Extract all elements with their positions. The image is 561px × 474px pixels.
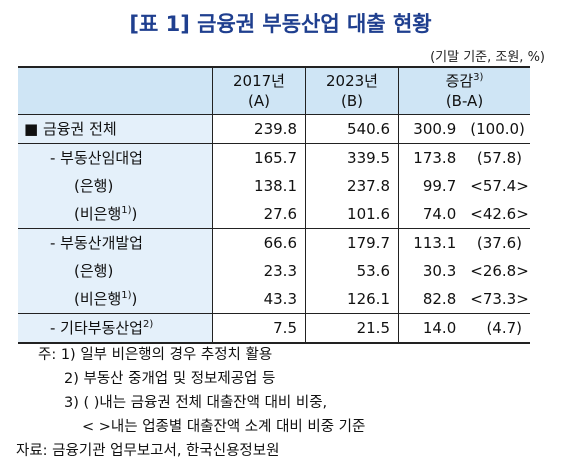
table-row: ■ 금융권 전체 239.8 540.6 300.9 (100.0) (18, 114, 530, 144)
row-label: - 부동산개발업 (18, 228, 213, 257)
cell-2017: 7.5 (212, 313, 306, 344)
cell-share: (37.6) (464, 228, 530, 257)
cell-2017: 138.1 (212, 172, 306, 200)
cell-change: 82.8 (398, 285, 465, 314)
cell-change: 99.7 (398, 172, 465, 200)
table-row: - 부동산개발업 66.6 179.7 113.1 (37.6) (18, 228, 530, 257)
cell-share: <26.8> (470, 262, 529, 280)
cell-share: <57.4> (470, 177, 529, 195)
row-label: (은행) (18, 257, 213, 285)
cell-share: (100.0) (470, 120, 525, 138)
cell-change: 300.9 (398, 114, 465, 144)
footnotes: 주: 1) 일부 비은행의 경우 추정치 활용 2) 부동산 중개업 및 정보제… (16, 343, 546, 463)
source-note: 자료: 금융기관 업무보고서, 한국신용정보원 (16, 443, 280, 459)
table-title: [표 1] 금융권 부동산업 대출 현황 (129, 12, 432, 36)
loan-table: 2017년 (A) 2023년 (B) 증감3) (B-A) ■ 금융권 전체 … (18, 66, 530, 344)
cell-2023: 339.5 (305, 143, 399, 172)
footnote-2: 2) 부동산 중개업 및 정보제공업 등 (64, 371, 276, 387)
cell-2017: 23.3 (212, 257, 306, 285)
cell-change: 14.0 (398, 313, 465, 344)
unit-label: (기말 기준, 조원, %) (430, 50, 545, 65)
cell-share: (57.8) (464, 143, 530, 172)
header-row: 2017년 (A) 2023년 (B) 증감3) (B-A) (18, 66, 530, 115)
footnote-1: 주: 1) 일부 비은행의 경우 추정치 활용 (38, 347, 273, 363)
row-label: - 기타부동산업2) (18, 313, 213, 344)
cell-2017: 66.6 (212, 228, 306, 257)
table-row: (비은행1)) 27.6 101.6 74.0 <42.6> (18, 200, 530, 229)
table-row: - 기타부동산업2) 7.5 21.5 14.0 (4.7) (18, 313, 530, 344)
footnote-3-cont: < >내는 업종별 대출잔액 소계 대비 비중 기준 (82, 419, 366, 435)
row-label: ■ 금융권 전체 (18, 114, 213, 144)
cell-change: 30.3 (398, 257, 465, 285)
cell-2023: 126.1 (305, 285, 399, 314)
cell-2023: 101.6 (305, 200, 399, 229)
cell-2023: 53.6 (305, 257, 399, 285)
cell-2023: 540.6 (305, 114, 399, 144)
header-change: 증감3) (B-A) (398, 66, 530, 115)
cell-2023: 21.5 (305, 313, 399, 344)
cell-2017: 239.8 (212, 114, 306, 144)
footnote-3: 3) ( )내는 금융권 전체 대출잔액 대비 비중, (64, 395, 328, 411)
cell-2023: 179.7 (305, 228, 399, 257)
cell-share: (4.7) (464, 313, 530, 344)
cell-change: 74.0 (398, 200, 465, 229)
cell-2017: 165.7 (212, 143, 306, 172)
table-row: (비은행1)) 43.3 126.1 82.8 <73.3> (18, 285, 530, 314)
table-row: (은행) 138.1 237.8 99.7 <57.4> (18, 172, 530, 200)
cell-2017: 27.6 (212, 200, 306, 229)
header-2023: 2023년 (B) (305, 66, 399, 115)
cell-2023: 237.8 (305, 172, 399, 200)
row-label: (비은행1)) (18, 200, 213, 229)
cell-change: 113.1 (398, 228, 465, 257)
table-row: - 부동산임대업 165.7 339.5 173.8 (57.8) (18, 143, 530, 172)
header-empty (18, 66, 213, 115)
cell-share: <42.6> (470, 205, 529, 223)
header-2017: 2017년 (A) (212, 66, 306, 115)
row-label: (비은행1)) (18, 285, 213, 314)
cell-change: 173.8 (398, 143, 465, 172)
row-label: - 부동산임대업 (18, 143, 213, 172)
cell-share: <73.3> (470, 290, 529, 308)
row-label: (은행) (18, 172, 213, 200)
cell-2017: 43.3 (212, 285, 306, 314)
table-row: (은행) 23.3 53.6 30.3 <26.8> (18, 257, 530, 285)
